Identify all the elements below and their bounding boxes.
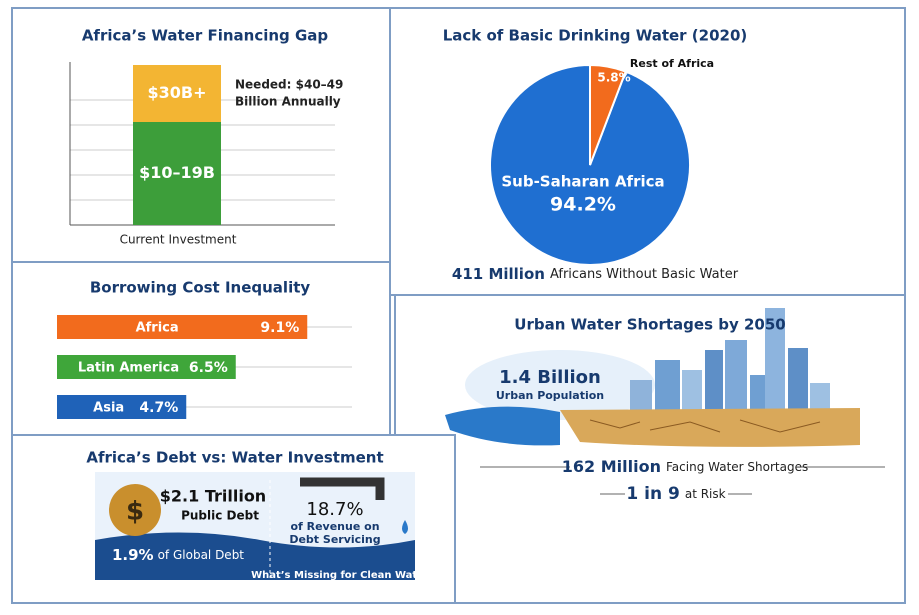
category-label: Asia bbox=[93, 401, 124, 416]
panel-title: Urban Water Shortages by 2050 bbox=[514, 316, 785, 334]
revenue-value: 18.7% bbox=[306, 499, 363, 520]
value-label: 9.1% bbox=[260, 320, 299, 336]
share: 1.9% of Global Debt bbox=[112, 546, 244, 564]
slice-value: 5.8% bbox=[597, 71, 630, 85]
segment-label: $10–19B bbox=[139, 163, 215, 182]
shortage: 162 Million Facing Water Shortages bbox=[562, 457, 808, 476]
panel-title: Africa’s Debt vs: Water Investment bbox=[86, 449, 383, 467]
svg-text:$: $ bbox=[126, 497, 144, 527]
slice-value: 94.2% bbox=[550, 194, 616, 216]
revenue-label: Debt Servicing bbox=[289, 533, 380, 546]
bar bbox=[57, 395, 187, 419]
share-label: of Global Debt bbox=[158, 548, 245, 562]
segment-label: $30B+ bbox=[148, 83, 207, 102]
bar bbox=[57, 315, 308, 339]
shortage-value: 162 Million bbox=[562, 457, 661, 476]
panel-title: Lack of Basic Drinking Water (2020) bbox=[443, 27, 748, 45]
value-label: 6.5% bbox=[189, 360, 228, 376]
risk-value: 1 in 9 bbox=[626, 484, 679, 504]
risk: 1 in 9 at Risk bbox=[626, 484, 725, 504]
slice-name: Sub-Saharan Africa bbox=[501, 173, 664, 191]
segment bbox=[133, 122, 221, 225]
axis-label: Current Investment bbox=[120, 233, 237, 247]
debt-label: Public Debt bbox=[181, 509, 259, 523]
panel-title: Borrowing Cost Inequality bbox=[90, 279, 311, 297]
population-value: 1.4 Billion bbox=[499, 367, 601, 388]
city-illustration bbox=[445, 308, 860, 447]
risk-label: at Risk bbox=[685, 487, 726, 501]
debt-illustration: $ bbox=[95, 472, 415, 580]
note: Billion Annually bbox=[235, 95, 341, 109]
note: Needed: $40–49 bbox=[235, 78, 343, 92]
bar bbox=[57, 355, 236, 379]
slice-name: Rest of Africa bbox=[630, 57, 714, 70]
shortage-label: Facing Water Shortages bbox=[666, 460, 808, 474]
footer: What’s Missing for Clean Water bbox=[251, 570, 429, 581]
share-value: 1.9% bbox=[112, 546, 154, 564]
panel bbox=[394, 294, 906, 604]
category-label: Latin America bbox=[78, 361, 179, 376]
pie-slice bbox=[589, 63, 627, 166]
population-label: Urban Population bbox=[496, 389, 604, 402]
caption-bold: 411 Million bbox=[452, 265, 545, 283]
revenue-label: of Revenue on bbox=[290, 520, 379, 533]
caption: 411 Million Africans Without Basic Water bbox=[452, 265, 739, 283]
debt-value: $2.1 Trillion bbox=[160, 487, 266, 506]
value-label: 4.7% bbox=[139, 400, 178, 416]
category-label: Africa bbox=[136, 321, 179, 336]
panel-title: Africa’s Water Financing Gap bbox=[82, 27, 329, 45]
segment bbox=[133, 65, 221, 122]
caption-text: Africans Without Basic Water bbox=[550, 267, 739, 282]
